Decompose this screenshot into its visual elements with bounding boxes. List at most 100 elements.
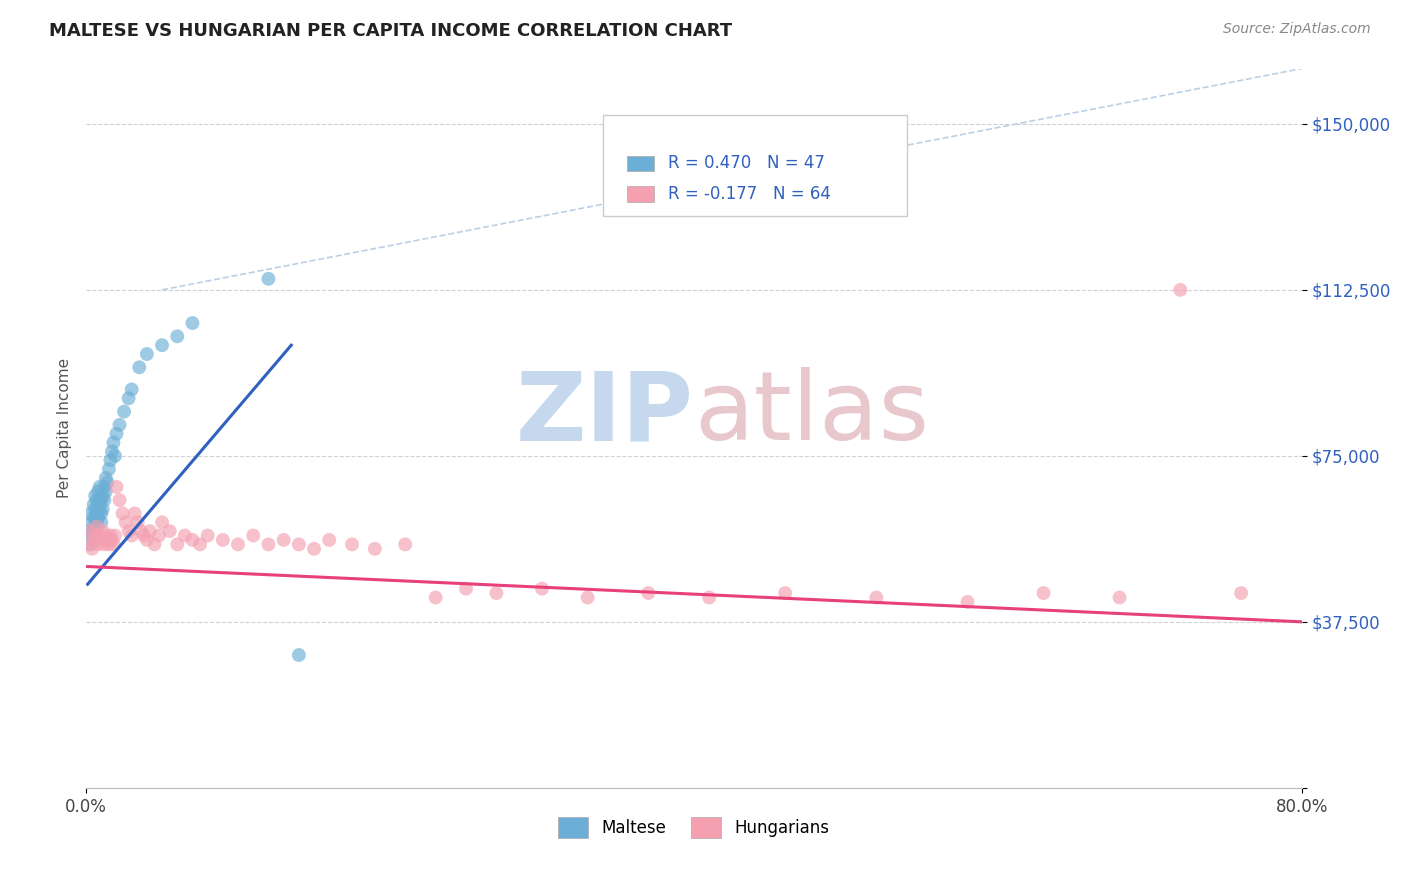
Point xyxy=(211,533,233,547)
Point xyxy=(83,524,105,538)
Point xyxy=(159,524,181,538)
Legend: Maltese, Hungarians: Maltese, Hungarians xyxy=(551,811,837,844)
Point xyxy=(83,498,105,512)
Point xyxy=(86,493,108,508)
Point xyxy=(90,533,112,547)
Point xyxy=(91,524,114,538)
Point xyxy=(129,524,152,538)
Point xyxy=(87,511,110,525)
Point xyxy=(188,537,211,551)
Point xyxy=(77,524,100,538)
Y-axis label: Per Capita Income: Per Capita Income xyxy=(58,358,72,499)
Point xyxy=(226,537,249,551)
Point xyxy=(87,484,110,499)
Point xyxy=(143,537,166,551)
Point xyxy=(105,480,128,494)
Point xyxy=(90,507,112,521)
Point xyxy=(87,498,110,512)
Point xyxy=(90,493,112,508)
Text: R = 0.470   N = 47: R = 0.470 N = 47 xyxy=(668,154,825,172)
Point xyxy=(364,541,387,556)
Point xyxy=(103,537,125,551)
Point xyxy=(135,347,157,361)
Point xyxy=(425,591,447,605)
Point xyxy=(82,515,104,529)
Point xyxy=(485,586,508,600)
Point xyxy=(104,449,127,463)
Point xyxy=(96,475,118,490)
Point xyxy=(697,591,720,605)
Point xyxy=(117,392,139,406)
Text: atlas: atlas xyxy=(695,368,929,460)
Point xyxy=(530,582,553,596)
Point xyxy=(181,533,204,547)
Point xyxy=(127,515,149,529)
Point xyxy=(82,528,104,542)
Point xyxy=(77,537,100,551)
Point xyxy=(112,404,135,418)
Point xyxy=(100,453,122,467)
Text: ZIP: ZIP xyxy=(516,368,695,460)
Point xyxy=(84,502,107,516)
Point xyxy=(97,462,120,476)
Point xyxy=(148,528,170,542)
Point xyxy=(105,426,128,441)
FancyBboxPatch shape xyxy=(603,115,907,216)
Point xyxy=(84,519,107,533)
Point xyxy=(273,533,295,547)
Point xyxy=(197,528,219,542)
Point xyxy=(150,515,173,529)
Text: Source: ZipAtlas.com: Source: ZipAtlas.com xyxy=(1223,22,1371,37)
Point xyxy=(79,507,101,521)
Point xyxy=(89,502,111,516)
Point xyxy=(91,502,114,516)
Point xyxy=(288,537,311,551)
Point xyxy=(84,489,107,503)
Point xyxy=(135,533,157,547)
Point xyxy=(114,515,136,529)
Point xyxy=(108,417,131,432)
Point xyxy=(166,329,188,343)
Point xyxy=(257,537,280,551)
Point xyxy=(139,524,162,538)
Point xyxy=(124,507,146,521)
Point xyxy=(101,533,124,547)
Point xyxy=(173,528,195,542)
Point xyxy=(956,595,979,609)
Point xyxy=(86,507,108,521)
Point xyxy=(132,528,155,542)
Point xyxy=(94,484,117,499)
Point xyxy=(150,338,173,352)
Point xyxy=(83,528,105,542)
Point xyxy=(117,524,139,538)
Point xyxy=(104,528,127,542)
Point xyxy=(454,582,477,596)
Point xyxy=(86,519,108,533)
Point xyxy=(100,528,122,542)
Point xyxy=(108,493,131,508)
Point xyxy=(79,537,101,551)
Point xyxy=(94,471,117,485)
Point xyxy=(89,480,111,494)
Point xyxy=(79,524,101,538)
Point xyxy=(93,480,115,494)
FancyBboxPatch shape xyxy=(627,186,654,202)
Point xyxy=(288,648,311,662)
Point xyxy=(257,272,280,286)
Point xyxy=(181,316,204,330)
Point xyxy=(1108,591,1130,605)
Point xyxy=(1032,586,1054,600)
Point xyxy=(89,493,111,508)
FancyBboxPatch shape xyxy=(627,155,654,171)
Point xyxy=(865,591,887,605)
Point xyxy=(91,489,114,503)
Point xyxy=(87,537,110,551)
Point xyxy=(93,537,115,551)
Point xyxy=(394,537,416,551)
Point xyxy=(576,591,599,605)
Point xyxy=(90,515,112,529)
Point xyxy=(773,586,796,600)
Point xyxy=(242,528,264,542)
Point xyxy=(103,435,125,450)
Point xyxy=(86,515,108,529)
